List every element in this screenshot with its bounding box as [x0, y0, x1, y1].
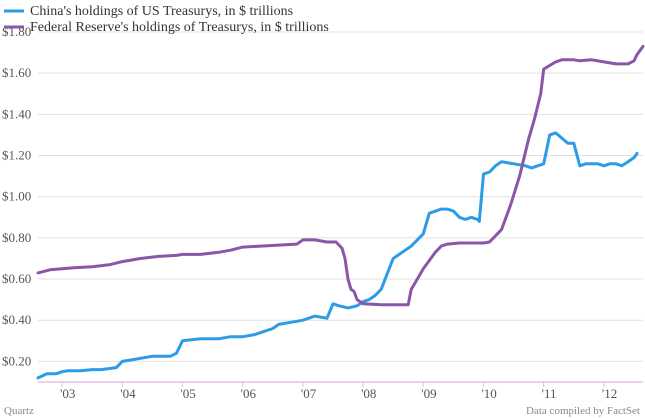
footer-source: Quartz [4, 405, 34, 417]
x-tick-label: '08 [361, 386, 376, 401]
footer-credit: Data compiled by FactSet [526, 405, 640, 417]
x-tick-label: '10 [481, 386, 496, 401]
x-tick-label: '04 [120, 386, 136, 401]
y-tick-label: $0.60 [2, 271, 31, 286]
x-tick-label: '09 [421, 386, 436, 401]
x-tick-label: '07 [301, 386, 317, 401]
y-tick-label: $1.20 [2, 148, 31, 163]
axis-layer: $0.20 $0.40 $0.60 $0.80 $1.00 $1.20 $1.40 $1.60… [2, 24, 643, 401]
y-tick-label: $0.40 [2, 312, 31, 327]
y-tick-label: $1.60 [2, 65, 31, 80]
x-tick-label: '12 [602, 386, 617, 401]
y-tick-label: $1.40 [2, 106, 31, 121]
series-layer [36, 44, 645, 380]
y-tick-label: $0.80 [2, 230, 31, 245]
series-line-fed [36, 44, 645, 307]
legend-label-china: China's holdings of US Treasurys, in $ t… [30, 4, 293, 19]
x-tick-label: '03 [60, 386, 75, 401]
y-tick-label: $0.20 [2, 353, 31, 368]
x-tick-label: '05 [180, 386, 195, 401]
x-tick-label: '06 [241, 386, 257, 401]
x-tick-label: '11 [542, 386, 557, 401]
grid-layer [38, 31, 643, 362]
y-tick-label: $1.00 [2, 189, 31, 204]
legend-label-fed: Federal Reserve's holdings of Treasurys,… [30, 20, 329, 35]
legend: China's holdings of US Treasurys, in $ t… [4, 4, 329, 35]
series-line-china [36, 131, 639, 380]
